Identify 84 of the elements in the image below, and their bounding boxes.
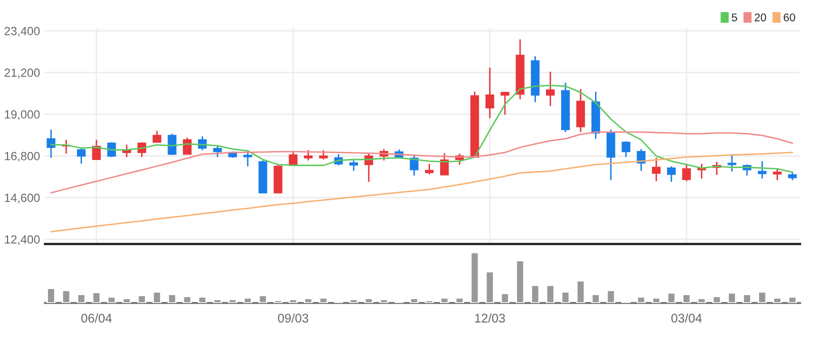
x-tick-label: 12/03 (475, 313, 505, 323)
legend-label: 20 (754, 13, 766, 22)
bar (500, 292, 510, 303)
y-tick-label: 21,200 (4, 68, 40, 78)
bar (576, 280, 586, 303)
bar (666, 292, 676, 303)
bar (182, 296, 192, 303)
candlestick (182, 137, 192, 155)
candlestick (546, 71, 555, 107)
bar (772, 297, 782, 303)
bar (364, 298, 374, 303)
candlestick (92, 139, 101, 160)
candlestick (304, 150, 313, 162)
bar (424, 300, 434, 303)
y-tick-label: 19,000 (4, 110, 40, 120)
bar (379, 298, 388, 303)
bar (243, 297, 252, 303)
candlestick (46, 128, 56, 158)
line-series (50, 131, 794, 194)
x-tick-label: 06/04 (81, 313, 112, 323)
candlestick (424, 163, 434, 175)
bar (530, 284, 540, 303)
bar (168, 294, 177, 303)
bar (485, 271, 494, 303)
bar (318, 297, 328, 303)
bar (228, 298, 238, 303)
bar (758, 291, 767, 303)
bar (122, 298, 132, 303)
line-series (50, 152, 794, 232)
y-tick-label: 14,600 (4, 194, 40, 204)
bar (606, 290, 616, 303)
bar (546, 284, 555, 303)
bar (349, 298, 358, 303)
candlestick (485, 66, 494, 119)
candlestick (652, 157, 661, 182)
bar (636, 296, 646, 303)
bar (591, 294, 600, 303)
x-tick-label: 09/03 (278, 313, 308, 323)
bar (652, 297, 661, 303)
candlestick (622, 140, 630, 158)
bar (258, 294, 268, 303)
candlestick (682, 163, 691, 182)
bar (697, 298, 706, 303)
legend-label: 60 (784, 13, 796, 22)
candlestick (152, 130, 162, 143)
bar (410, 298, 419, 303)
bar (561, 291, 570, 303)
bar (788, 296, 797, 303)
x-tick-label: 03/04 (671, 313, 702, 323)
bar (712, 296, 722, 303)
candlestick (758, 160, 767, 180)
bar (440, 297, 449, 303)
bar (682, 294, 691, 303)
bar (516, 260, 525, 303)
candlestick (772, 168, 782, 181)
bar (198, 296, 207, 303)
legend-label: 5 (732, 14, 738, 22)
bar (727, 292, 736, 303)
bar (274, 300, 282, 303)
bar (76, 294, 86, 303)
candlestick (76, 147, 86, 164)
y-tick-label: 23,400 (4, 26, 40, 37)
candlestick (667, 166, 676, 183)
bar (62, 290, 71, 303)
y-tick-label: 16,800 (4, 152, 40, 162)
y-tick-label: 12,400 (4, 235, 40, 246)
candlestick (500, 92, 510, 116)
bar (470, 252, 480, 303)
bar (92, 292, 101, 303)
candlestick (697, 163, 706, 180)
candlestick (213, 144, 222, 158)
bar (213, 298, 222, 303)
bar (137, 294, 146, 303)
bar (46, 288, 56, 303)
candlestick (440, 152, 449, 176)
bar (288, 298, 298, 303)
candlestick (319, 150, 328, 160)
bar (742, 294, 752, 303)
bar (304, 298, 313, 303)
bar (152, 291, 162, 303)
bar (455, 297, 464, 303)
candlestick (728, 154, 736, 172)
bar (107, 296, 116, 303)
candlestick (349, 160, 358, 172)
